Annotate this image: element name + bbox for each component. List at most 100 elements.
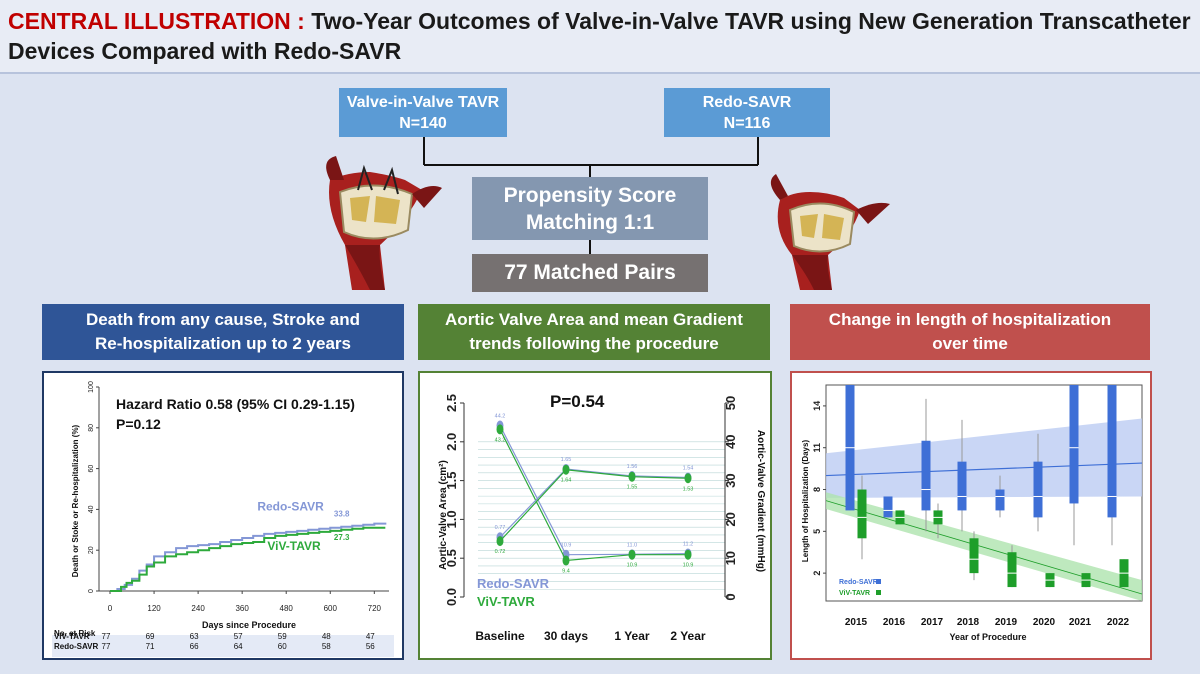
ava-p-value: P=0.54 [550,392,605,411]
middle-panel-title: Aortic Valve Area and mean Gradient tren… [418,304,770,360]
middle-title-line2: trends following the procedure [469,334,719,353]
ava-category-label: 2 Year [670,629,705,643]
viv-tavr-n: N=140 [399,114,447,132]
ava-point [628,471,636,482]
ava-axes: 0.0 0.5 1.0 1.5 2.0 2.5 0 10 20 30 40 50 Baseline 30 … [444,394,738,643]
los-x-tick-label: 2019 [995,617,1018,628]
km-x-tick-label: 360 [235,604,249,613]
km-axes: 0 20 40 60 80 100 0 120 240 360 480 600 720 [88,381,389,613]
ava-point [562,555,570,566]
km-x-tick-label: 600 [324,604,338,613]
risk-cell: 69 [146,632,155,641]
los-legend-viv-swatch [876,590,881,595]
title-main: Two-Year Outcomes of Valve-in-Valve TAVR… [8,8,1191,64]
km-y-tick-label: 60 [88,465,95,473]
ava-legend-viv: ViV-TAVR [477,594,535,609]
km-x-tick-label: 720 [368,604,382,613]
km-x-axis-label: Days since Procedure [202,620,296,630]
title-lead: CENTRAL ILLUSTRATION : [8,8,305,34]
page-title: CENTRAL ILLUSTRATION : Two-Year Outcomes… [8,6,1194,66]
flow-connectors [423,137,759,254]
km-chart: Hazard Ratio 0.58 (95% CI 0.29-1.15) P=0… [52,381,394,657]
ava-series-line [499,425,689,556]
ava-point-label: 1.54 [683,465,694,471]
los-trend-line [825,462,1143,477]
km-y-tick-label: 20 [88,546,95,554]
los-y-tick-label: 14 [812,401,822,411]
redo-savr-box: Redo-SAVR N=116 [664,88,830,137]
km-p-text: P=0.12 [116,416,161,432]
los-x-tick-label: 2018 [957,617,980,628]
los-box [857,489,867,539]
risk-cell: 64 [234,642,243,651]
redo-savr-label: Redo-SAVR [702,93,792,111]
los-x-tick-label: 2016 [883,617,906,628]
km-x-tick-label: 0 [108,604,113,613]
right-title-line2: over time [932,334,1008,353]
ava-left-tick-label: 1.0 [444,510,459,528]
km-line-viv-tavr [110,526,386,592]
los-trend-band-redo [826,418,1142,498]
los-box [921,440,931,511]
los-box [1033,461,1043,518]
los-x-tick-label: 2017 [921,617,944,628]
ava-point-label: 1.55 [627,485,638,491]
km-series-label: Redo-SAVR [257,500,324,514]
psm-line1: Propensity Score [503,183,677,207]
los-box [1107,385,1117,518]
los-box [883,496,893,518]
los-panel: Length of Hospitalization (Days) Year of… [790,371,1152,660]
ava-point [628,549,636,560]
los-legend-redo: Redo-SAVR [839,579,878,586]
ava-left-tick-label: 2.5 [444,394,459,412]
los-x-tick-label: 2015 [845,617,868,628]
ava-point [684,473,692,484]
km-x-tick-label: 240 [191,604,205,613]
ava-point-label: 10.9 [627,563,638,569]
los-box [1007,552,1017,588]
risk-cell: 48 [322,632,331,641]
ava-left-tick-label: 2.0 [444,433,459,451]
ava-point-label: 10.9 [683,563,694,569]
km-y-tick-label: 40 [88,505,95,513]
ava-point-label: 1.65 [561,457,572,463]
ava-category-label: Baseline [475,629,525,643]
risk-cell: 77 [102,632,111,641]
los-x-tick-label: 2021 [1069,617,1092,628]
propensity-score-box: Propensity Score Matching 1:1 [472,177,708,240]
matched-pairs-box: 77 Matched Pairs [472,254,708,292]
left-panel-title: Death from any cause, Stroke and Re-hosp… [42,304,404,360]
ava-point [496,424,504,435]
matched-pairs-label: 77 Matched Pairs [504,261,676,284]
ava-point [496,536,504,547]
km-series-label: ViV-TAVR [267,539,321,553]
ava-point [684,549,692,560]
valve-in-valve-illustration [326,156,442,290]
km-y-tick-label: 0 [88,589,95,593]
risk-cell: 56 [366,642,375,651]
ava-left-tick-label: 0.0 [444,588,459,606]
km-y-axis-label: Death or Stoke or Re-hospitalization (%) [71,424,80,577]
los-box [969,538,979,574]
ava-point-label: 0.77 [495,525,506,531]
ava-left-axis-label: Aortic-Valve Area (cm²) [438,460,449,570]
ava-right-tick-label: 0 [723,593,738,600]
right-title-line1: Change in length of hospitalization [828,310,1112,329]
los-y-tick-label: 2 [812,571,822,576]
risk-cell: 71 [146,642,155,651]
ava-left-tick-label: 1.5 [444,472,459,490]
risk-cell: 59 [278,632,287,641]
ava-series-line [499,429,688,562]
ava-point-label: 9.4 [562,569,570,575]
risk-cell: 66 [190,642,199,651]
ava-point-label: 1.53 [683,486,694,492]
ava-point-label: 0.72 [495,549,506,555]
ava-point-label: 11.0 [627,542,637,548]
ava-right-tick-label: 50 [723,396,738,410]
ava-point-label: 44.2 [495,414,506,420]
km-panel: Hazard Ratio 0.58 (95% CI 0.29-1.15) P=0… [42,371,404,660]
los-box [957,461,967,511]
ava-legend-redo: Redo-SAVR [477,576,550,591]
ava-point-label: 1.56 [627,464,638,470]
surgical-valve-illustration [770,174,890,290]
